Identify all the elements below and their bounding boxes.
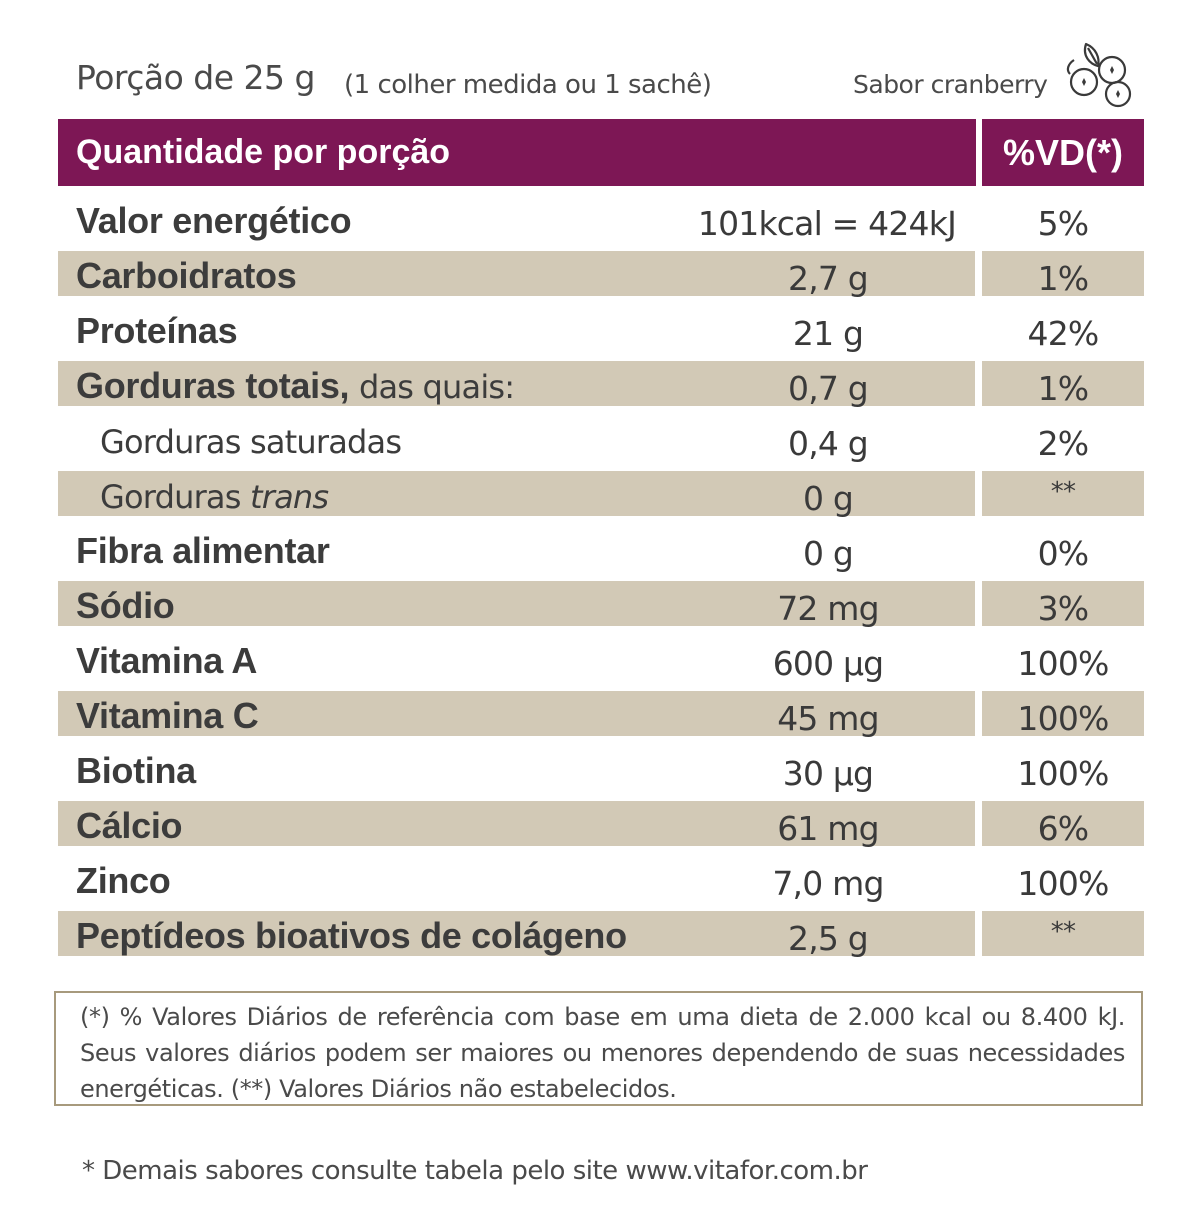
nutrient-name: Cálcio xyxy=(76,805,183,846)
footnote-box: (*) % Valores Diários de referência com … xyxy=(54,991,1143,1106)
bottom-note: * Demais sabores consulte tabela pelo si… xyxy=(82,1156,868,1186)
nutrient-name: Zinco xyxy=(76,860,171,901)
vd-header: %VD(*) xyxy=(982,119,1144,186)
portion-label: Porção de 25 g xyxy=(76,58,315,97)
table-row: Zinco 7,0 mg 100% xyxy=(0,856,1200,911)
nutrient-amount: 7,0 mg xyxy=(772,864,884,903)
nutrient-name: Vitamina A xyxy=(76,640,258,681)
nutrient-name: Valor energético xyxy=(76,200,352,241)
nutrient-vd: 1% xyxy=(1037,259,1090,298)
nutrient-amount: 0 g xyxy=(802,534,854,573)
nutrient-vd: 0% xyxy=(1037,534,1090,573)
table-row: Vitamina C 45 mg 100% xyxy=(0,691,1200,746)
portion-measure: (1 colher medida ou 1 sachê) xyxy=(344,70,712,100)
nutrient-vd: 1% xyxy=(1037,369,1090,408)
nutrient-vd: 6% xyxy=(1037,809,1090,848)
nutrient-vd: 5% xyxy=(1037,204,1090,243)
table-row: Peptídeos bioativos de colágeno 2,5 g ** xyxy=(0,911,1200,966)
nutrient-name: Sódio xyxy=(76,585,175,626)
nutrient-name: Gorduras saturadas xyxy=(100,423,402,461)
nutrient-name: Peptídeos bioativos de colágeno xyxy=(76,915,627,956)
nutrient-vd: ** xyxy=(1050,477,1076,507)
table-row: Biotina 30 µg 100% xyxy=(0,746,1200,801)
nutrient-vd: 100% xyxy=(1017,754,1109,793)
nutrient-amount: 61 mg xyxy=(777,809,879,848)
nutrient-name: Carboidratos xyxy=(76,255,297,296)
nutrient-name: Fibra alimentar xyxy=(76,530,330,571)
quantity-header: Quantidade por porção xyxy=(58,119,976,186)
table-row: Gorduras saturadas 0,4 g 2% xyxy=(0,416,1200,471)
nutrient-vd: 100% xyxy=(1017,699,1109,738)
table-row: Gorduras totais, das quais: 0,7 g 1% xyxy=(0,361,1200,416)
nutrient-vd: 42% xyxy=(1027,314,1100,353)
nutrient-amount: 45 mg xyxy=(777,699,879,738)
nutrient-amount: 0,4 g xyxy=(788,424,869,463)
nutrient-amount: 2,5 g xyxy=(788,919,869,958)
nutrient-name: Biotina xyxy=(76,750,196,791)
nutrient-vd: 3% xyxy=(1037,589,1090,628)
table-row: Carboidratos 2,7 g 1% xyxy=(0,251,1200,306)
nutrient-vd: 100% xyxy=(1017,644,1109,683)
nutrient-name: Gorduras trans xyxy=(100,478,329,516)
nutrient-name: Proteínas xyxy=(76,310,238,351)
nutrient-vd: ** xyxy=(1050,917,1076,947)
nutrient-amount: 21 g xyxy=(792,314,864,353)
table-row: Valor energético 101kcal = 424kJ 5% xyxy=(0,196,1200,251)
table-row: Gorduras trans 0 g ** xyxy=(0,471,1200,526)
nutrient-name-italic: trans xyxy=(249,478,329,516)
nutrient-amount: 101kcal = 424kJ xyxy=(697,204,957,243)
nutrient-amount: 2,7 g xyxy=(788,259,869,298)
nutrient-amount: 0,7 g xyxy=(788,369,869,408)
table-row: Sódio 72 mg 3% xyxy=(0,581,1200,636)
nutrient-vd: 100% xyxy=(1017,864,1109,903)
nutrient-name-main: Gorduras xyxy=(100,478,241,516)
table-row: Fibra alimentar 0 g 0% xyxy=(0,526,1200,581)
nutrient-amount: 600 µg xyxy=(772,644,884,683)
table-row: Proteínas 21 g 42% xyxy=(0,306,1200,361)
table-row: Vitamina A 600 µg 100% xyxy=(0,636,1200,691)
nutrient-vd: 2% xyxy=(1037,424,1090,463)
cranberry-icon xyxy=(1066,42,1132,108)
nutrient-amount: 30 µg xyxy=(782,754,874,793)
nutrition-table: Valor energético 101kcal = 424kJ 5% Carb… xyxy=(0,196,1200,966)
nutrient-amount: 0 g xyxy=(802,479,854,518)
nutrient-amount: 72 mg xyxy=(777,589,879,628)
nutrient-name-main: Gorduras totais, xyxy=(76,365,350,406)
nutrient-name: Gorduras totais, das quais: xyxy=(76,365,515,407)
nutrient-name: Vitamina C xyxy=(76,695,259,736)
table-row: Cálcio 61 mg 6% xyxy=(0,801,1200,856)
flavor-label: Sabor cranberry xyxy=(853,70,1048,99)
nutrient-name-suffix: das quais: xyxy=(358,368,515,406)
